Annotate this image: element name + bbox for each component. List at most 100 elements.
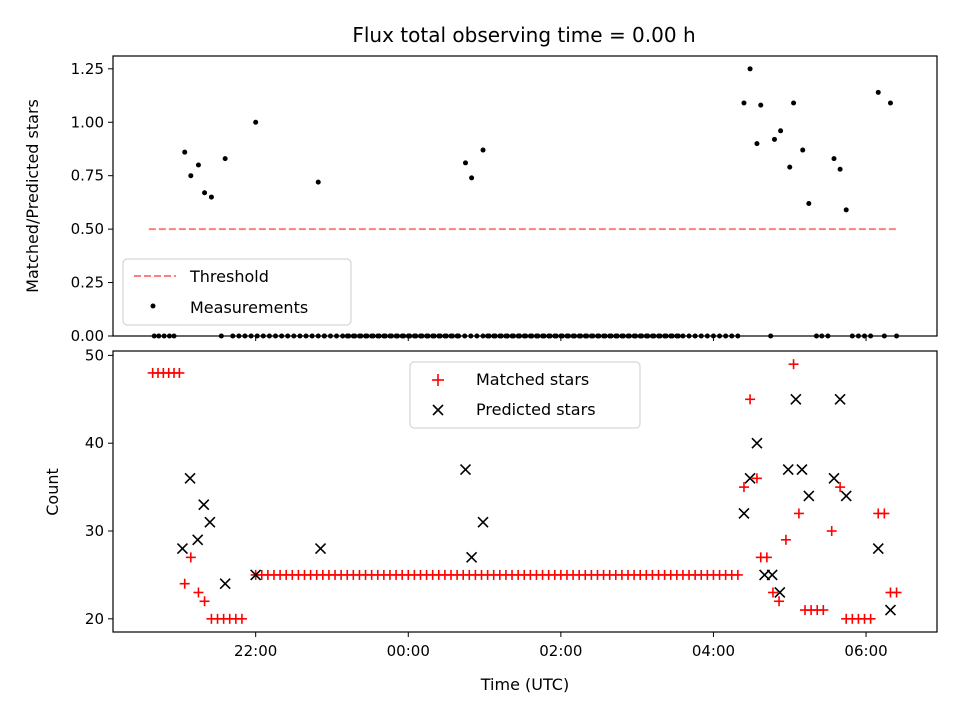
top-legend: Threshold Measurements	[122, 258, 352, 326]
measurement-point	[778, 128, 784, 134]
top-y-tick-label: 1.00	[71, 113, 104, 131]
matched-star-point	[879, 508, 890, 519]
predicted-star-point	[314, 543, 327, 555]
matched-star-point	[174, 367, 185, 378]
predicted-star-point	[459, 463, 472, 476]
predicted-star-point	[751, 437, 763, 449]
matched-star-point	[767, 587, 778, 598]
measurement-point	[875, 89, 881, 95]
predicted-star-point	[466, 551, 478, 563]
predicted-star-point	[828, 472, 840, 484]
measurement-point	[837, 166, 843, 172]
matched-star-point	[193, 587, 204, 598]
measurement-point	[195, 162, 201, 168]
measurement-point	[887, 100, 893, 106]
predicted-star-point	[782, 463, 794, 476]
matched-star-point	[793, 508, 804, 519]
predicted-star-point	[766, 569, 778, 581]
measurement-point	[758, 102, 764, 108]
top-y-tick-label: 0.50	[71, 220, 104, 238]
matched-star-point	[199, 596, 210, 607]
measurement-point	[253, 119, 259, 125]
predicted-star-point	[803, 490, 815, 502]
measurement-point	[208, 194, 214, 200]
top-y-tick-label: 1.25	[71, 60, 104, 78]
bottom-legend: Matched stars Predicted stars	[409, 361, 641, 429]
x-tick-label: 22:00	[234, 642, 277, 660]
chart-title: Flux total observing time = 0.00 h	[352, 23, 695, 47]
bottom-y-tick-label: 20	[85, 610, 104, 628]
bottom-panel: 20 30 40 50 22:00 00:00 02:00 04:00 06:00 Count…	[43, 346, 938, 694]
matched-star-point	[732, 569, 743, 580]
measurement-point	[747, 66, 753, 72]
matched-legend-label: Matched stars	[476, 370, 589, 389]
x-tick-label: 00:00	[387, 642, 430, 660]
measurement-point	[831, 156, 837, 162]
matched-star-point	[865, 613, 876, 624]
measurement-point	[800, 147, 806, 153]
x-axis-label: Time (UTC)	[480, 675, 569, 694]
measurements-legend-label: Measurements	[190, 298, 308, 317]
predicted-star-point	[738, 507, 750, 520]
matched-star-point	[179, 578, 190, 589]
bottom-y-tick-label: 30	[85, 522, 104, 540]
measurement-point	[182, 149, 188, 155]
top-y-ticks: 0.00 0.25 0.50 0.75 1.00 1.25	[71, 60, 867, 345]
matched-star-point	[185, 552, 196, 563]
top-legend-box	[122, 258, 352, 326]
measurement-point	[222, 156, 228, 162]
predicted-star-point	[477, 516, 489, 528]
measurement-point	[480, 147, 486, 153]
matched-legend-swatch	[432, 374, 444, 386]
measurement-point	[741, 100, 747, 106]
predicted-star-point	[184, 472, 196, 484]
matched-star-point	[774, 596, 785, 607]
predicted-star-point	[872, 543, 884, 555]
matched-star-point	[788, 359, 799, 370]
measurement-point	[202, 190, 208, 196]
predicted-star-point	[884, 604, 897, 616]
predicted-star-point	[840, 490, 852, 502]
bottom-legend-box	[409, 361, 641, 429]
predicted-star-point	[219, 578, 231, 590]
top-panel: 0.00 0.25 0.50 0.75 1.00 1.25 Matched/Predict…	[23, 55, 938, 345]
matched-star-point	[236, 613, 247, 624]
measurement-point	[469, 175, 475, 181]
matched-star-point	[761, 552, 772, 563]
predicted-legend-swatch	[432, 404, 444, 416]
top-y-tick-label: 0.25	[71, 274, 104, 292]
predicted-star-point	[204, 516, 216, 528]
predicted-star-point	[250, 569, 262, 581]
matched-star-point	[780, 534, 791, 545]
matched-star-point	[818, 605, 829, 616]
measurement-point	[188, 173, 194, 179]
measurements-legend-swatch	[150, 303, 156, 309]
threshold-legend-label: Threshold	[189, 267, 269, 286]
predicted-star-point	[774, 586, 786, 599]
top-y-tick-label: 0.75	[71, 167, 104, 185]
matched-star-point	[751, 473, 762, 484]
predicted-star-point	[796, 463, 808, 476]
measurement-point	[843, 207, 849, 213]
predicted-star-point	[744, 472, 756, 484]
predicted-star-point	[790, 393, 802, 405]
measurement-point	[462, 160, 468, 166]
predicted-stars-series	[176, 393, 897, 616]
top-y-tick-label: 0.00	[71, 327, 104, 345]
matched-star-point	[835, 482, 846, 493]
predicted-star-point	[834, 393, 846, 405]
matched-star-point	[738, 482, 749, 493]
measurement-point	[787, 164, 793, 170]
matched-star-point	[891, 587, 902, 598]
measurement-point	[771, 136, 777, 142]
matched-star-point	[745, 394, 756, 405]
matched-stars-series	[147, 359, 902, 624]
measurement-point	[806, 200, 812, 206]
top-panel-frame	[112, 55, 938, 337]
bottom-y-tick-label: 40	[85, 434, 104, 452]
measurement-point	[315, 179, 321, 185]
measurement-point	[754, 141, 760, 147]
x-tick-label: 02:00	[539, 642, 582, 660]
x-axis-ticks: 22:00 00:00 02:00 04:00 06:00	[234, 632, 888, 660]
